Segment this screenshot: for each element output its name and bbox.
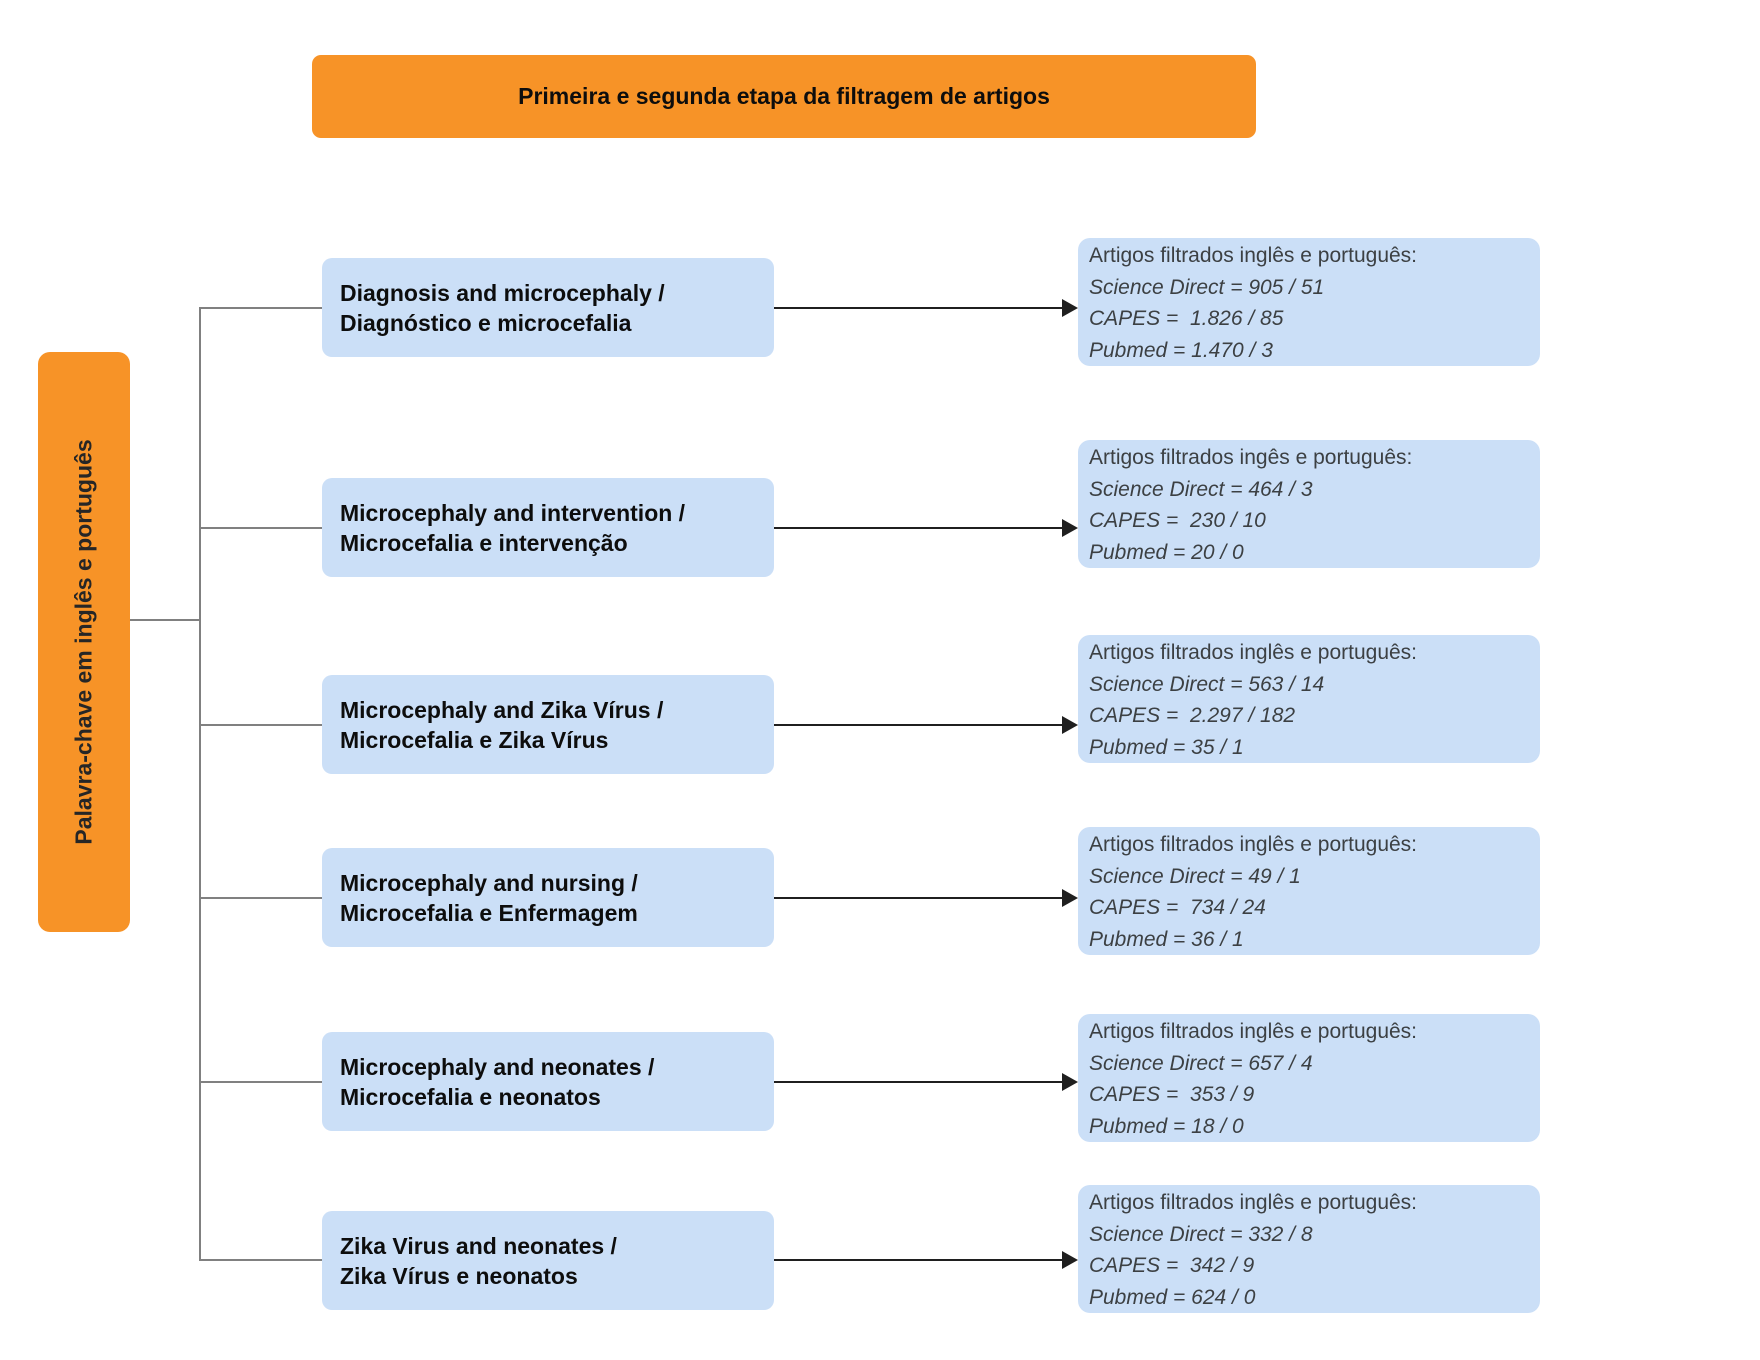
result-header: Artigos filtrados inglês e português: bbox=[1089, 1191, 1418, 1214]
result-line: CAPES = 353 / 9 bbox=[1089, 1083, 1255, 1106]
arrow-line bbox=[774, 307, 1064, 309]
arrow-line bbox=[774, 1259, 1064, 1261]
keyword-box: Microcephaly and intervention / Microcefa… bbox=[322, 478, 774, 577]
trunk-connector-line bbox=[199, 307, 201, 1261]
arrow-line bbox=[774, 897, 1064, 899]
keyword-line-en: Microcephaly and neonates / bbox=[340, 1053, 655, 1080]
result-line: CAPES = 734 / 24 bbox=[1089, 896, 1266, 919]
category-to-trunk-line bbox=[130, 619, 200, 621]
result-line: Pubmed = 20 / 0 bbox=[1089, 540, 1244, 564]
result-line: Pubmed = 624 / 0 bbox=[1089, 1285, 1256, 1309]
branch-line bbox=[200, 897, 322, 899]
result-box: Artigos filtrados inglês e português: Sci… bbox=[1078, 827, 1540, 955]
result-box: Artigos filtrados inglês e português: Sci… bbox=[1078, 1185, 1540, 1313]
branch-line bbox=[200, 1081, 322, 1083]
result-box: Artigos filtrados inglês e português: Sci… bbox=[1078, 238, 1540, 366]
result-line: Science Direct = 657 / 4 bbox=[1089, 1051, 1313, 1075]
keyword-box: Zika Virus and neonates / Zika Vírus e ne… bbox=[322, 1211, 774, 1310]
keyword-box: Diagnosis and microcephaly / Diagnóstico … bbox=[322, 258, 774, 357]
result-header: Artigos filtrados inglês e português: bbox=[1089, 244, 1418, 267]
keyword-line-pt: Diagnóstico e microcefalia bbox=[340, 309, 632, 336]
result-line: Science Direct = 563 / 14 bbox=[1089, 672, 1325, 696]
title-banner-label: Primeira e segunda etapa da filtragem de… bbox=[518, 83, 1050, 109]
result-header: Artigos filtrados inglês e português: bbox=[1089, 833, 1418, 856]
branch-line bbox=[200, 724, 322, 726]
result-header: Artigos filtrados inglês e português: bbox=[1089, 1020, 1418, 1043]
keyword-line-pt: Microcefalia e intervenção bbox=[340, 529, 628, 556]
keyword-category-label: Palavra-chave em inglês e português bbox=[70, 439, 97, 845]
keyword-line-en: Microcephaly and nursing / bbox=[340, 869, 638, 896]
keyword-line-en: Microcephaly and intervention / bbox=[340, 499, 686, 526]
arrow-head bbox=[1062, 889, 1078, 907]
result-line: CAPES = 1.826 / 85 bbox=[1089, 307, 1284, 330]
branch-line bbox=[200, 527, 322, 529]
arrow-head bbox=[1062, 519, 1078, 537]
keyword-line-en: Microcephaly and Zika Vírus / bbox=[340, 696, 664, 723]
keyword-line-en: Zika Virus and neonates / bbox=[340, 1232, 617, 1259]
title-banner: Primeira e segunda etapa da filtragem de… bbox=[312, 55, 1256, 138]
result-box: Artigos filtrados inglês e português: Sci… bbox=[1078, 1014, 1540, 1142]
keyword-line-pt: Microcefalia e Zika Vírus bbox=[340, 726, 609, 753]
result-line: Science Direct = 464 / 3 bbox=[1089, 477, 1313, 501]
arrow-line bbox=[774, 1081, 1064, 1083]
result-line: CAPES = 342 / 9 bbox=[1089, 1254, 1255, 1277]
result-line: Science Direct = 49 / 1 bbox=[1089, 864, 1301, 888]
result-line: CAPES = 230 / 10 bbox=[1089, 509, 1266, 532]
result-line: Pubmed = 35 / 1 bbox=[1089, 735, 1244, 759]
result-line: Science Direct = 905 / 51 bbox=[1089, 275, 1325, 299]
arrow-line bbox=[774, 527, 1064, 529]
arrow-head bbox=[1062, 299, 1078, 317]
keyword-line-pt: Microcefalia e neonatos bbox=[340, 1083, 601, 1110]
arrow-line bbox=[774, 724, 1064, 726]
result-header: Artigos filtrados inglês e português: bbox=[1089, 641, 1418, 664]
keyword-line-en: Diagnosis and microcephaly / bbox=[340, 279, 665, 306]
arrow-head bbox=[1062, 1073, 1078, 1091]
result-box: Artigos filtrados inglês e português: Sci… bbox=[1078, 635, 1540, 763]
arrow-head bbox=[1062, 716, 1078, 734]
keyword-box: Microcephaly and nursing / Microcefalia e… bbox=[322, 848, 774, 947]
keyword-line-pt: Zika Vírus e neonatos bbox=[340, 1262, 578, 1289]
branch-line bbox=[200, 1259, 322, 1261]
result-line: Pubmed = 1.470 / 3 bbox=[1089, 338, 1273, 362]
result-box: Artigos filtrados ingês e português: Scie… bbox=[1078, 440, 1540, 568]
result-line: Science Direct = 332 / 8 bbox=[1089, 1222, 1313, 1246]
result-line: Pubmed = 18 / 0 bbox=[1089, 1114, 1244, 1138]
result-line: CAPES = 2.297 / 182 bbox=[1089, 704, 1296, 727]
keyword-line-pt: Microcefalia e Enfermagem bbox=[340, 899, 638, 926]
result-header: Artigos filtrados ingês e português: bbox=[1089, 446, 1413, 469]
keyword-box: Microcephaly and neonates / Microcefalia … bbox=[322, 1032, 774, 1131]
keyword-category-box: Palavra-chave em inglês e português bbox=[38, 352, 130, 932]
result-line: Pubmed = 36 / 1 bbox=[1089, 927, 1244, 951]
branch-line bbox=[200, 307, 322, 309]
keyword-box: Microcephaly and Zika Vírus / Microcefali… bbox=[322, 675, 774, 774]
arrow-head bbox=[1062, 1251, 1078, 1269]
